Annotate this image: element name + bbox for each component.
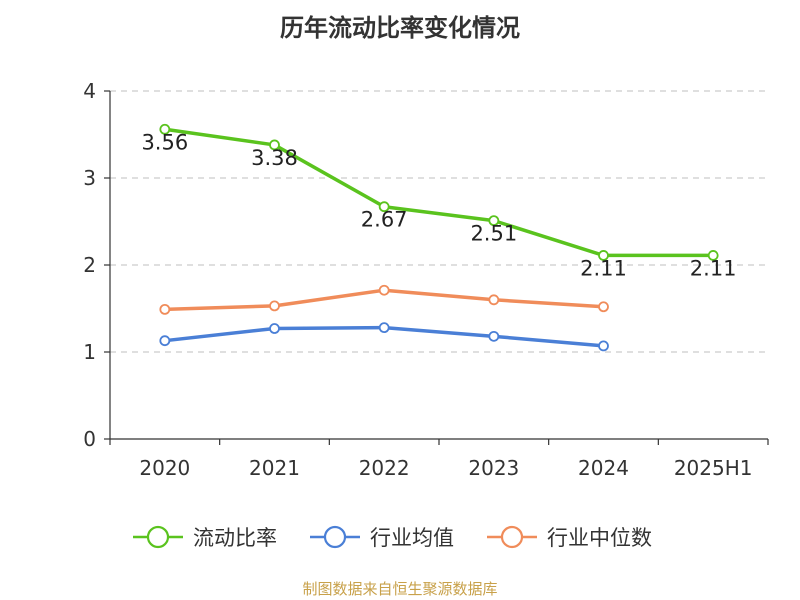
chart-title: 历年流动比率变化情况: [280, 14, 520, 42]
legend-marker: [323, 525, 347, 549]
x-tick-label: 2020: [139, 456, 190, 480]
data-point-2: [378, 284, 390, 296]
data-point-0: [707, 250, 719, 261]
data-point-0: [488, 215, 500, 227]
data-point-0: [598, 250, 609, 261]
data-label: 3.56: [141, 130, 188, 154]
data-point-1: [598, 340, 609, 352]
x-tick-label: 2025H1: [674, 456, 753, 480]
y-tick-label: 0: [83, 427, 96, 451]
legend-label: 行业中位数: [547, 526, 652, 550]
x-tick-label: 2024: [578, 456, 629, 480]
data-label: 2.51: [470, 222, 517, 246]
data-point-1: [159, 335, 171, 347]
y-tick-label: 4: [83, 79, 96, 103]
legend-label: 流动比率: [193, 526, 277, 550]
legend-marker: [146, 525, 170, 549]
data-point-2: [269, 300, 280, 312]
x-tick-label: 2023: [468, 456, 519, 480]
y-tick-label: 3: [83, 166, 96, 190]
data-point-0: [269, 139, 280, 151]
data-point-0: [378, 201, 390, 213]
y-tick-label: 2: [83, 253, 96, 277]
source-note: 制图数据来自恒生聚源数据库: [302, 580, 498, 598]
data-point-1: [378, 322, 390, 334]
data-point-0: [159, 123, 171, 135]
data-label: 2.11: [690, 256, 737, 280]
legend-marker: [500, 525, 524, 549]
data-label: 2.67: [361, 208, 408, 232]
data-point-2: [159, 303, 171, 315]
data-point-1: [488, 330, 500, 342]
data-point-2: [488, 294, 500, 306]
y-tick-label: 1: [83, 340, 96, 364]
data-point-2: [598, 301, 609, 313]
x-tick-label: 2021: [249, 456, 300, 480]
x-tick-label: 2022: [359, 456, 410, 480]
data-point-1: [269, 323, 280, 334]
data-label: 2.11: [580, 256, 627, 280]
series-line-0: [164, 127, 714, 258]
legend-label: 行业均值: [370, 526, 454, 550]
data-label: 3.38: [251, 146, 298, 170]
